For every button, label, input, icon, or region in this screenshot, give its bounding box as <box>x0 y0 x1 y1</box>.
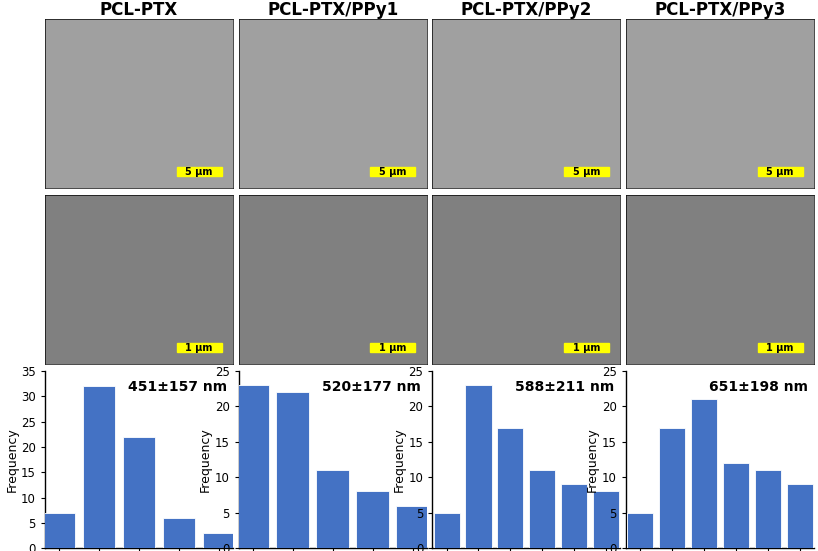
Bar <box>236 385 269 548</box>
Bar <box>723 463 749 548</box>
Bar <box>691 399 717 548</box>
Title: PCL-PTX/PPy1: PCL-PTX/PPy1 <box>267 1 398 19</box>
Bar <box>396 506 429 548</box>
Text: 651±198 nm: 651±198 nm <box>709 380 808 394</box>
Bar <box>371 167 416 176</box>
Bar <box>356 491 389 548</box>
Y-axis label: Frequency: Frequency <box>5 427 18 492</box>
Text: 1 μm: 1 μm <box>186 343 213 353</box>
Bar <box>561 484 587 548</box>
Text: 1 μm: 1 μm <box>766 343 793 353</box>
Bar <box>497 428 524 548</box>
Bar <box>757 343 802 352</box>
Text: 451±157 nm: 451±157 nm <box>128 380 227 394</box>
Bar <box>317 470 349 548</box>
Text: 5 μm: 5 μm <box>186 167 213 177</box>
Bar <box>163 518 196 548</box>
Bar <box>529 470 555 548</box>
Bar <box>564 343 609 352</box>
Text: 5 μm: 5 μm <box>379 167 407 177</box>
Bar <box>43 513 75 548</box>
Title: PCL-PTX/PPy2: PCL-PTX/PPy2 <box>461 1 592 19</box>
Bar <box>177 167 222 176</box>
Text: 1 μm: 1 μm <box>573 343 600 353</box>
Text: 5 μm: 5 μm <box>766 167 793 177</box>
Bar <box>177 343 222 352</box>
Bar <box>786 484 812 548</box>
Bar <box>123 437 155 548</box>
Y-axis label: Frequency: Frequency <box>393 427 406 492</box>
Y-axis label: Frequency: Frequency <box>199 427 212 492</box>
Bar <box>434 513 460 548</box>
Bar <box>757 167 802 176</box>
Bar <box>755 470 780 548</box>
Bar <box>276 392 309 548</box>
Bar <box>371 343 416 352</box>
Text: 5 μm: 5 μm <box>573 167 600 177</box>
Title: PCL-PTX/PPy3: PCL-PTX/PPy3 <box>654 1 785 19</box>
Bar <box>564 167 609 176</box>
Title: PCL-PTX: PCL-PTX <box>100 1 178 19</box>
Bar <box>203 533 236 548</box>
Text: 588±211 nm: 588±211 nm <box>515 380 614 394</box>
Bar <box>465 385 492 548</box>
Bar <box>659 428 685 548</box>
Text: 520±177 nm: 520±177 nm <box>322 380 421 394</box>
Bar <box>627 513 654 548</box>
Text: 1 μm: 1 μm <box>379 343 407 353</box>
Y-axis label: Frequency: Frequency <box>587 427 600 492</box>
Bar <box>83 386 115 548</box>
Bar <box>593 491 619 548</box>
